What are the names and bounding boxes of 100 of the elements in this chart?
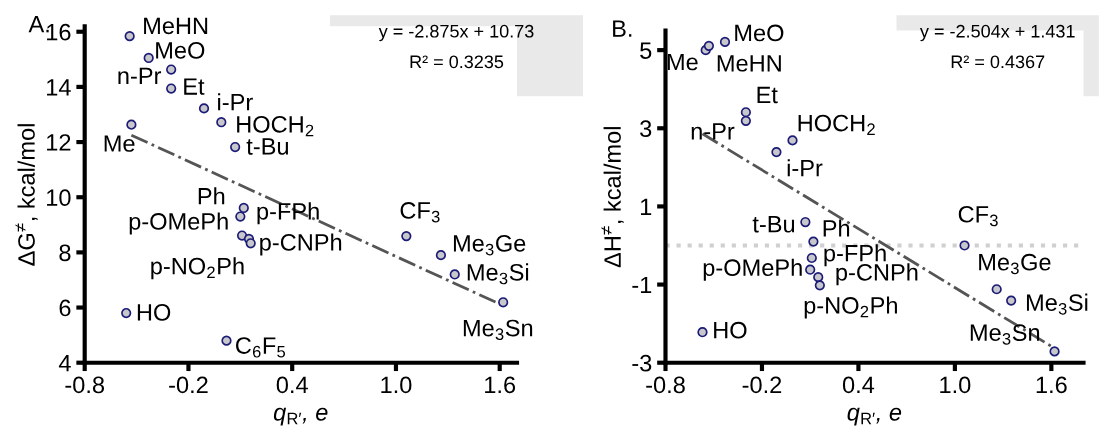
annotation: Me$_{3}$Si (467, 263, 529, 285)
point (166, 83, 177, 94)
annotation: Me$_{3}$Ge (979, 253, 1051, 275)
annotation: MeO (735, 24, 784, 42)
annotation: Me$_{3}$Si (1026, 293, 1088, 315)
annotation: R² = 0.3235 (410, 55, 504, 69)
annotation: Me (104, 135, 135, 152)
y-tick-label: 14 (47, 79, 71, 96)
point (124, 31, 135, 42)
point (991, 284, 1002, 295)
annotation: MeO (156, 42, 205, 59)
y-axis-title: ΔH$^{≠}$, kcal/mol (601, 127, 624, 268)
annotation: HOCH$_{2}$ (237, 115, 314, 137)
point (235, 211, 246, 222)
annotation: HOCH$_{2}$ (798, 114, 875, 135)
annotation: y = -2.504x + 1.431 (919, 24, 1075, 42)
chart-title: B. (613, 20, 632, 37)
y-tick-label: 3 (640, 120, 652, 138)
point (245, 238, 256, 249)
x-tick-label: -0.2 (169, 376, 208, 394)
point (771, 146, 782, 158)
annotation: MeHN (144, 17, 208, 35)
annotation: p-OMePh (703, 258, 802, 281)
annotation: n-Pr (118, 67, 162, 84)
point (166, 64, 177, 75)
annotation: p-OMePh (129, 212, 228, 235)
x-tick-label: 1.0 (381, 376, 412, 394)
point (1006, 295, 1017, 306)
annotation: Me$_{3}$Ge (453, 235, 526, 256)
point (740, 115, 752, 126)
y-tick-label: -1 (632, 276, 652, 294)
x-tick-label: 1.6 (485, 376, 516, 394)
point (808, 236, 819, 247)
point (719, 36, 731, 48)
annotation: i-Pr (787, 159, 823, 177)
annotation: y = -2.875x + 10.73 (378, 24, 534, 42)
annotation: C$_{6}$F$_{5}$ (236, 337, 286, 358)
annotation: Et (184, 78, 205, 95)
y-tick-label: -3 (632, 354, 652, 372)
point (198, 103, 210, 114)
annotation: t-Bu (246, 138, 288, 155)
point (126, 119, 137, 130)
y-tick-label: 5 (640, 42, 652, 59)
x-tick-label: 0.4 (276, 376, 308, 394)
annotation: t-Bu (752, 216, 795, 233)
annotation: Ph (198, 187, 225, 205)
point (238, 202, 249, 214)
x-axis-title: q$_{R′}$, e (273, 407, 328, 426)
annotation: Me$_{3}$Sn (463, 319, 533, 341)
point (703, 40, 715, 51)
point (805, 264, 816, 275)
point (787, 135, 798, 146)
point (814, 280, 825, 291)
x-tick-label: -0.2 (742, 376, 782, 394)
point (740, 107, 752, 118)
x-tick-label: 1.0 (940, 376, 971, 394)
point (143, 52, 154, 64)
point (221, 335, 232, 346)
y-tick-label: 10 (47, 189, 71, 207)
point (1049, 346, 1060, 357)
point (449, 269, 460, 280)
x-tick-label: 0.4 (842, 376, 875, 394)
point (806, 252, 817, 264)
y-tick-label: 6 (59, 299, 71, 317)
x-tick-label: -0.8 (65, 376, 105, 394)
annotation: HO (714, 321, 747, 339)
point (813, 272, 824, 283)
annotation: CF$_{3}$ (400, 202, 440, 223)
annotation: CF$_{3}$ (958, 205, 998, 227)
point (121, 307, 132, 319)
x-tick-label: 1.6 (1036, 376, 1067, 394)
y-tick-label: 12 (47, 134, 71, 151)
annotation: Et (757, 86, 778, 104)
y-tick-label: 8 (59, 244, 71, 262)
annotation: p-CNPh (260, 233, 342, 256)
x-axis-title: q$_{R′}$, e (847, 407, 902, 426)
point (697, 327, 708, 338)
annotation: Me (667, 53, 698, 71)
annotation: p-NO$_{2}$Ph (151, 257, 244, 280)
point (498, 297, 509, 308)
y-tick-label: 4 (58, 355, 71, 372)
annotation: HO (137, 304, 171, 321)
annotation: n-Pr (691, 123, 735, 140)
chart-title: A. (28, 16, 49, 33)
annotation: p-NO$_{2}$Ph (804, 296, 897, 319)
y-tick-label: 1 (640, 198, 652, 215)
annotation: R² = 0.4367 (951, 55, 1045, 69)
x-tick-label: -0.8 (646, 376, 685, 394)
annotation: Me$_{3}$Sn (970, 324, 1040, 345)
annotation: MeHN (717, 55, 781, 72)
point (401, 230, 412, 242)
y-axis-title: ΔG$^{≠}$, kcal/mol (15, 124, 38, 266)
annotation: Ph (823, 219, 850, 237)
y-tick-label: 16 (47, 23, 71, 41)
point (435, 250, 447, 261)
point (800, 216, 811, 228)
annotation: i-Pr (218, 93, 253, 111)
point (216, 117, 227, 128)
point (230, 141, 241, 153)
point (959, 240, 970, 251)
